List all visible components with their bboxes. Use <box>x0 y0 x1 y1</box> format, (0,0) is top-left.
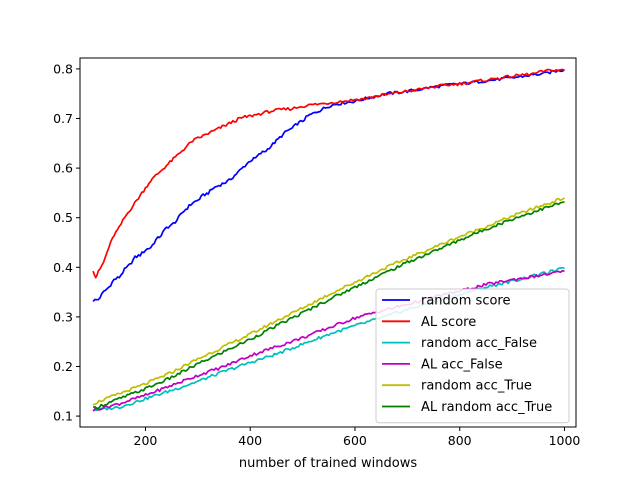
series-line-3 <box>92 266 565 412</box>
x-tick-label: 1000 <box>549 433 581 448</box>
legend-entry-label: AL acc_False <box>421 357 503 372</box>
legend-entry-label: random acc_True <box>421 379 532 394</box>
x-axis-ticks: 200 400 600 800 1000 <box>134 427 581 448</box>
series-line-6 <box>92 200 565 410</box>
legend-entry-label: AL random acc_True <box>421 400 552 415</box>
y-axis-ticks: 0.1 0.2 0.3 0.4 0.5 0.6 0.7 0.8 <box>53 61 80 424</box>
y-tick-label: 0.7 <box>53 111 73 126</box>
x-axis-label: number of trained windows <box>239 456 417 471</box>
y-tick-label: 0.3 <box>53 309 73 324</box>
y-tick-label: 0.2 <box>53 359 73 374</box>
legend-entry-label: random acc_False <box>421 336 537 351</box>
y-tick-label: 0.6 <box>53 161 73 176</box>
legend-box <box>375 288 570 424</box>
series-line-4 <box>92 269 565 412</box>
plot-lines <box>92 68 565 412</box>
y-tick-label: 0.8 <box>53 61 73 76</box>
x-tick-label: 800 <box>448 433 472 448</box>
y-tick-label: 0.5 <box>53 210 73 225</box>
series-line-5 <box>92 197 565 406</box>
series-line-2 <box>92 68 565 279</box>
y-tick-label: 0.1 <box>53 409 73 424</box>
legend-entry-label: random score <box>421 294 510 309</box>
x-tick-label: 600 <box>343 433 367 448</box>
legend-entry-label: AL score <box>421 315 476 330</box>
y-tick-label: 0.4 <box>53 260 73 275</box>
x-tick-label: 400 <box>238 433 262 448</box>
legend: random score AL score random acc_False AL a… <box>375 288 570 424</box>
series-line-1 <box>92 69 565 303</box>
x-tick-label: 200 <box>134 433 158 448</box>
plot-frame <box>79 57 577 428</box>
